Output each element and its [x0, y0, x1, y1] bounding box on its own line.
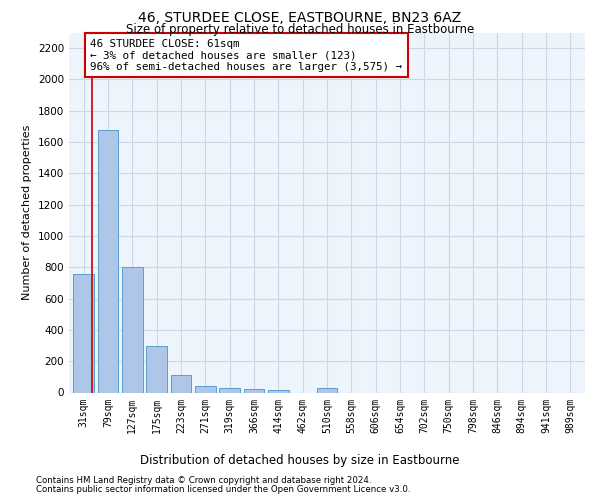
Text: Contains HM Land Registry data © Crown copyright and database right 2024.: Contains HM Land Registry data © Crown c…: [36, 476, 371, 485]
Bar: [170, 374, 191, 392]
Bar: [146, 346, 167, 393]
Bar: [268, 390, 289, 392]
Text: Size of property relative to detached houses in Eastbourne: Size of property relative to detached ho…: [126, 22, 474, 36]
Bar: [219, 388, 240, 392]
Text: 46, STURDEE CLOSE, EASTBOURNE, BN23 6AZ: 46, STURDEE CLOSE, EASTBOURNE, BN23 6AZ: [139, 12, 461, 26]
Bar: [122, 268, 143, 392]
Bar: [73, 274, 94, 392]
Bar: [317, 388, 337, 392]
Text: Distribution of detached houses by size in Eastbourne: Distribution of detached houses by size …: [140, 454, 460, 467]
Bar: [244, 389, 265, 392]
Bar: [98, 130, 118, 392]
Text: 46 STURDEE CLOSE: 61sqm
← 3% of detached houses are smaller (123)
96% of semi-de: 46 STURDEE CLOSE: 61sqm ← 3% of detached…: [91, 39, 403, 72]
Bar: [195, 386, 215, 392]
Text: Contains public sector information licensed under the Open Government Licence v3: Contains public sector information licen…: [36, 485, 410, 494]
Y-axis label: Number of detached properties: Number of detached properties: [22, 125, 32, 300]
